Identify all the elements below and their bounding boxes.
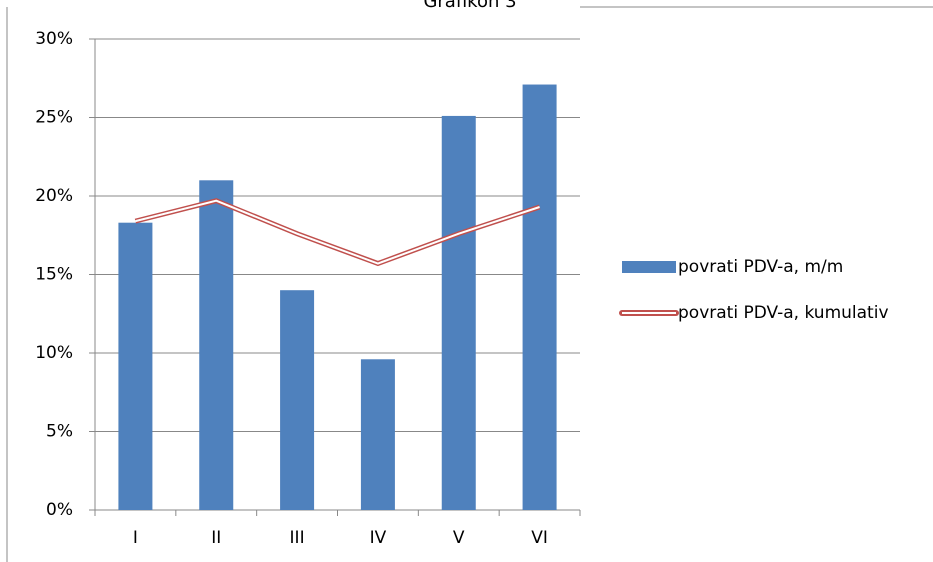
y-tick-label: 20% (35, 186, 73, 206)
bar (118, 222, 153, 510)
y-tick-label: 25% (35, 108, 73, 128)
y-tick-label: 15% (35, 265, 73, 285)
legend-label: povrati PDV-a, m/m (678, 257, 843, 277)
x-tick-label: II (211, 528, 221, 548)
bar (280, 290, 315, 510)
chart-title: Grafikon 3 (423, 0, 516, 12)
x-tick-label: III (290, 528, 305, 548)
x-tick-label: IV (370, 528, 387, 548)
bar (522, 84, 557, 510)
bar (441, 115, 476, 511)
y-tick-label: 10% (35, 343, 73, 363)
line (134, 198, 541, 267)
legend-label: povrati PDV-a, kumulativ (678, 303, 889, 323)
bar (360, 359, 395, 510)
line-inner (135, 199, 540, 265)
x-tick-label: VI (531, 528, 548, 548)
y-tick-label: 5% (46, 422, 73, 442)
x-tick-label: I (133, 528, 138, 548)
bar (199, 180, 234, 511)
x-tick-label: V (453, 528, 465, 548)
legend-swatch (622, 261, 676, 273)
y-tick-label: 0% (46, 500, 73, 520)
y-tick-label: 30% (35, 29, 73, 49)
